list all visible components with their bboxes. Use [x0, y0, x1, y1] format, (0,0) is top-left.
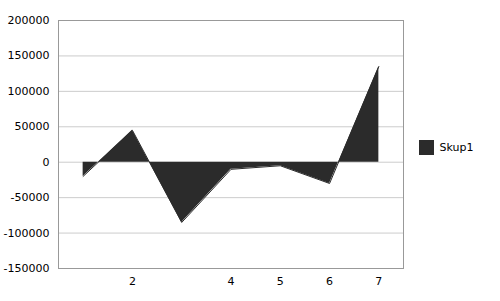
svg-text:150000: 150000	[8, 49, 50, 62]
svg-text:200000: 200000	[8, 14, 50, 27]
svg-text:-100000: -100000	[4, 226, 50, 239]
svg-text:100000: 100000	[8, 84, 50, 97]
svg-text:4: 4	[228, 275, 235, 288]
svg-text:2: 2	[129, 275, 136, 288]
svg-text:5: 5	[277, 275, 284, 288]
svg-text:-150000: -150000	[4, 262, 50, 275]
svg-text:7: 7	[375, 275, 382, 288]
svg-text:50000: 50000	[15, 120, 50, 133]
html-text:Skup1: Skup1	[439, 141, 474, 155]
svg-text:-50000: -50000	[11, 191, 50, 204]
svg-text:6: 6	[326, 275, 333, 288]
svg-text:0: 0	[43, 155, 50, 168]
